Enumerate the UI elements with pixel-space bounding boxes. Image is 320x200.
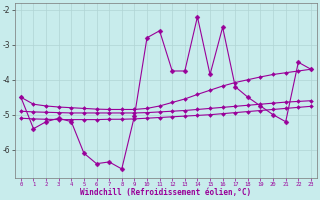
X-axis label: Windchill (Refroidissement éolien,°C): Windchill (Refroidissement éolien,°C) [80, 188, 252, 197]
